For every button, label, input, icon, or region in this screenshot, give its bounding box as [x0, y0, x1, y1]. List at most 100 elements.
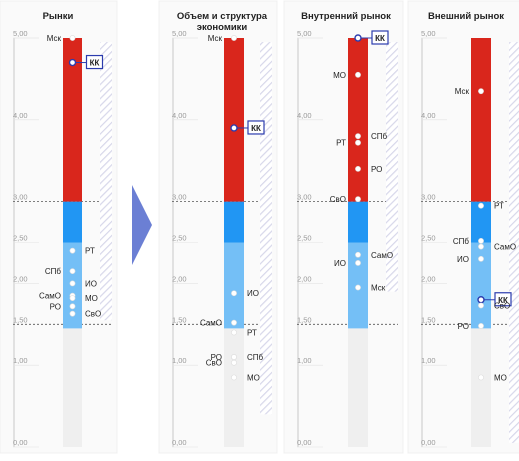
y-tick-label: 3,00	[13, 193, 28, 202]
bar-zone-gray	[471, 328, 491, 447]
data-label: СамО	[200, 319, 222, 328]
data-point	[231, 319, 237, 326]
data-point	[355, 133, 361, 140]
data-point	[355, 71, 361, 78]
y-tick-label: 2,50	[13, 234, 28, 243]
panel-frame	[283, 0, 404, 454]
bar-zone-lightblue	[224, 242, 244, 329]
bar-zone-red	[471, 38, 491, 202]
y-tick-label: 4,00	[421, 111, 436, 120]
data-label: МО	[333, 71, 346, 80]
y-tick-label: 1,00	[13, 356, 28, 365]
data-point	[478, 237, 484, 244]
panel-title-line: Объем и структура	[177, 11, 268, 22]
y-tick-label: 5,00	[421, 29, 436, 38]
data-label: КК	[498, 296, 508, 305]
data-label: КК	[90, 59, 100, 68]
highlight-label-box	[371, 30, 389, 45]
data-point	[69, 35, 76, 41]
data-label: РТ	[336, 139, 346, 148]
y-tick-label: 2,50	[172, 234, 187, 243]
range-hatch	[100, 42, 112, 321]
data-point	[231, 359, 237, 366]
data-point	[69, 280, 76, 287]
data-label: СПб	[371, 132, 388, 141]
bar-zone-red	[63, 38, 82, 202]
y-tick-label: 5,00	[13, 29, 28, 38]
highlight-label-box	[247, 120, 265, 135]
data-point	[355, 139, 361, 146]
y-tick-label: 2,00	[13, 274, 28, 283]
data-point	[69, 303, 76, 310]
panel-1: Рынки 0,00 1,00 1,50 2,00 2,50 3,00 4,00 5,00 Мск…	[13, 11, 112, 448]
data-label: СПб	[453, 237, 470, 246]
y-tick-label: 2,00	[421, 274, 436, 283]
data-label: РО	[458, 322, 469, 331]
data-point-highlight	[477, 296, 485, 304]
y-tick-label: 2,00	[172, 274, 187, 283]
data-label: ИО	[457, 255, 469, 264]
data-point	[478, 88, 484, 95]
y-tick-label: 3,00	[172, 193, 187, 202]
data-point-highlight	[230, 124, 238, 132]
bar-zone-gray	[224, 328, 244, 447]
data-label: СамО	[371, 251, 393, 260]
data-label: СвО	[330, 195, 346, 204]
data-point	[69, 310, 76, 317]
highlight-label-box	[494, 292, 512, 307]
bar-zone-red	[224, 38, 244, 202]
y-tick-label: 5,00	[172, 29, 187, 38]
data-point-highlight	[68, 58, 77, 67]
data-label: Мск	[371, 283, 386, 292]
data-label: СвО	[85, 310, 101, 319]
data-label: Мск	[208, 34, 223, 43]
y-tick-label: 3,00	[421, 193, 436, 202]
y-tick-label: 0,00	[297, 438, 312, 447]
data-point	[478, 202, 484, 209]
data-point	[355, 260, 361, 266]
data-point	[69, 268, 76, 275]
data-point	[355, 165, 361, 172]
y-tick-label: 1,50	[13, 315, 28, 324]
y-tick-label: 1,50	[297, 315, 312, 324]
data-label: СПб	[45, 267, 62, 276]
y-tick-label: 1,00	[172, 356, 187, 365]
y-tick-label: 0,00	[421, 438, 436, 447]
bar-zone-gray	[63, 328, 82, 447]
panel-title-line: Внешний рынок	[428, 11, 504, 22]
range-hatch	[509, 42, 519, 443]
y-tick-label: 4,00	[297, 111, 312, 120]
y-tick-label: 1,00	[421, 356, 436, 365]
y-tick-label: 1,50	[421, 315, 436, 324]
y-tick-label: 1,00	[297, 356, 312, 365]
data-label: РО	[50, 302, 61, 311]
bar-zone-red	[348, 38, 368, 202]
bar-zone-gray	[348, 328, 368, 447]
data-label: РТ	[85, 247, 95, 256]
data-point	[478, 255, 484, 262]
right-arrow-icon	[132, 185, 152, 265]
data-point	[478, 374, 484, 381]
panel-title-line: экономики	[197, 22, 248, 33]
bar-zone-blue	[224, 201, 244, 243]
data-label: МО	[494, 373, 507, 382]
y-tick-label: 4,00	[13, 111, 28, 120]
data-label: ИО	[247, 289, 259, 298]
data-point	[478, 302, 484, 309]
data-label: РТ	[247, 328, 257, 337]
y-tick-label: 0,00	[13, 438, 28, 447]
y-tick-label: 0,00	[172, 438, 187, 447]
highlight-label-box	[85, 54, 104, 70]
bar-zone-blue	[63, 201, 82, 243]
y-tick-label: 3,00	[297, 193, 312, 202]
data-point	[478, 323, 484, 329]
data-point	[69, 247, 76, 254]
data-label: СамО	[39, 292, 61, 301]
data-label: СвО	[494, 301, 510, 310]
data-label: КК	[251, 124, 261, 133]
data-label: СамО	[494, 243, 516, 252]
data-point	[231, 329, 237, 336]
panel-3: Внутренний рынок 0,00 1,00 1,50 2,00 2,50 3,00…	[297, 11, 398, 448]
